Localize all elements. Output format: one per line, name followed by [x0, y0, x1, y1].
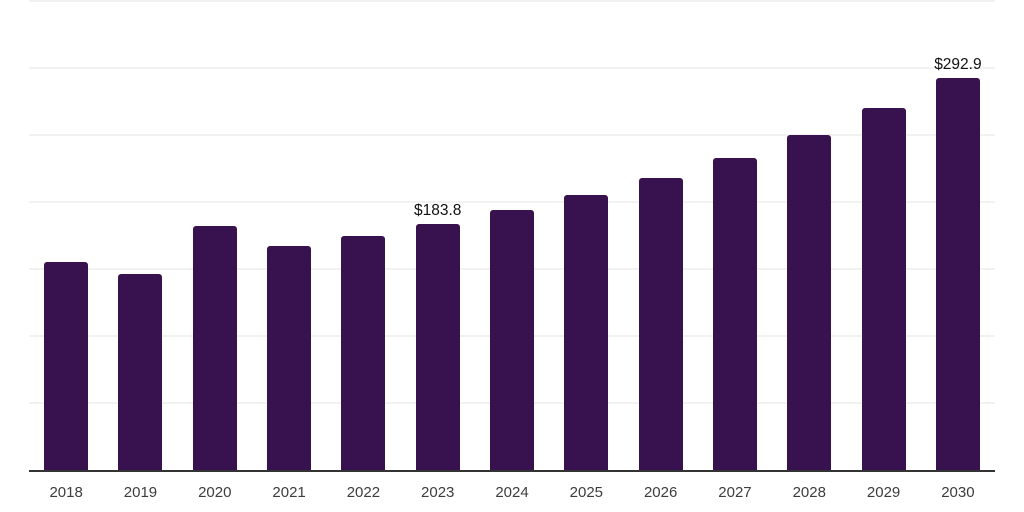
gridline-300: [29, 67, 995, 69]
bar-2025: [564, 195, 609, 470]
bar-slot-2024: [475, 1, 549, 470]
bar-2026: [638, 178, 683, 470]
bar-2028: [787, 135, 832, 470]
bar-2019: [118, 273, 163, 470]
x-tick-label-2027: 2027: [718, 484, 752, 501]
gridline-200: [29, 201, 995, 204]
bar-slot-2030: $292.9: [921, 1, 995, 470]
plot-area: $183.8 $292.9: [29, 0, 995, 470]
bar-slot-2023: $183.8: [401, 1, 475, 470]
bar-2020: [192, 226, 237, 470]
x-tick-label-2022: 2022: [346, 484, 381, 501]
bar-2018: [44, 262, 89, 470]
bar-slot-2018: [29, 1, 103, 470]
bar-slot-2026: [624, 1, 698, 470]
bar-2030: [935, 77, 980, 470]
x-tick-label-2019: 2019: [123, 484, 158, 501]
bar-slot-2021: [252, 1, 326, 470]
bar-slot-2029: [846, 1, 920, 470]
x-axis-line: [29, 470, 995, 472]
x-tick-label-2025: 2025: [569, 484, 604, 501]
gridline-350: [29, 0, 995, 2]
x-tick-label-2026: 2026: [643, 484, 678, 501]
bar-slot-2025: [549, 1, 623, 470]
x-tick-label-2028: 2028: [792, 484, 826, 501]
x-tick-label-2029: 2029: [866, 484, 901, 501]
bar-2024: [490, 210, 535, 470]
bar-slot-2028: [772, 1, 846, 470]
data-label-2030: $292.9: [934, 55, 982, 73]
bar-slot-2019: [103, 1, 177, 470]
gridline-250: [29, 134, 995, 136]
x-tick-label-2018: 2018: [49, 484, 83, 501]
x-tick-label-2030: 2030: [941, 484, 975, 501]
x-tick-label-2024: 2024: [495, 484, 529, 501]
x-tick-label-2020: 2020: [198, 484, 232, 501]
bar-2022: [341, 236, 386, 470]
bar-slot-2020: [178, 1, 252, 470]
x-tick-label-2023: 2023: [421, 484, 455, 501]
bar-2021: [267, 245, 312, 470]
x-axis-tick-labels: 2018 2019 2020 2021 2022 2023 2024 2025 2026 2027…: [29, 484, 995, 502]
bar-slot-2022: [326, 1, 400, 470]
x-tick-label-2021: 2021: [272, 484, 306, 501]
bar-2023: [415, 223, 460, 470]
data-label-2023: $183.8: [414, 201, 462, 219]
bars-container: $183.8 $292.9: [29, 1, 995, 470]
bar-slot-2027: [698, 1, 772, 470]
bar-2029: [861, 108, 906, 470]
bar-2027: [712, 158, 757, 470]
